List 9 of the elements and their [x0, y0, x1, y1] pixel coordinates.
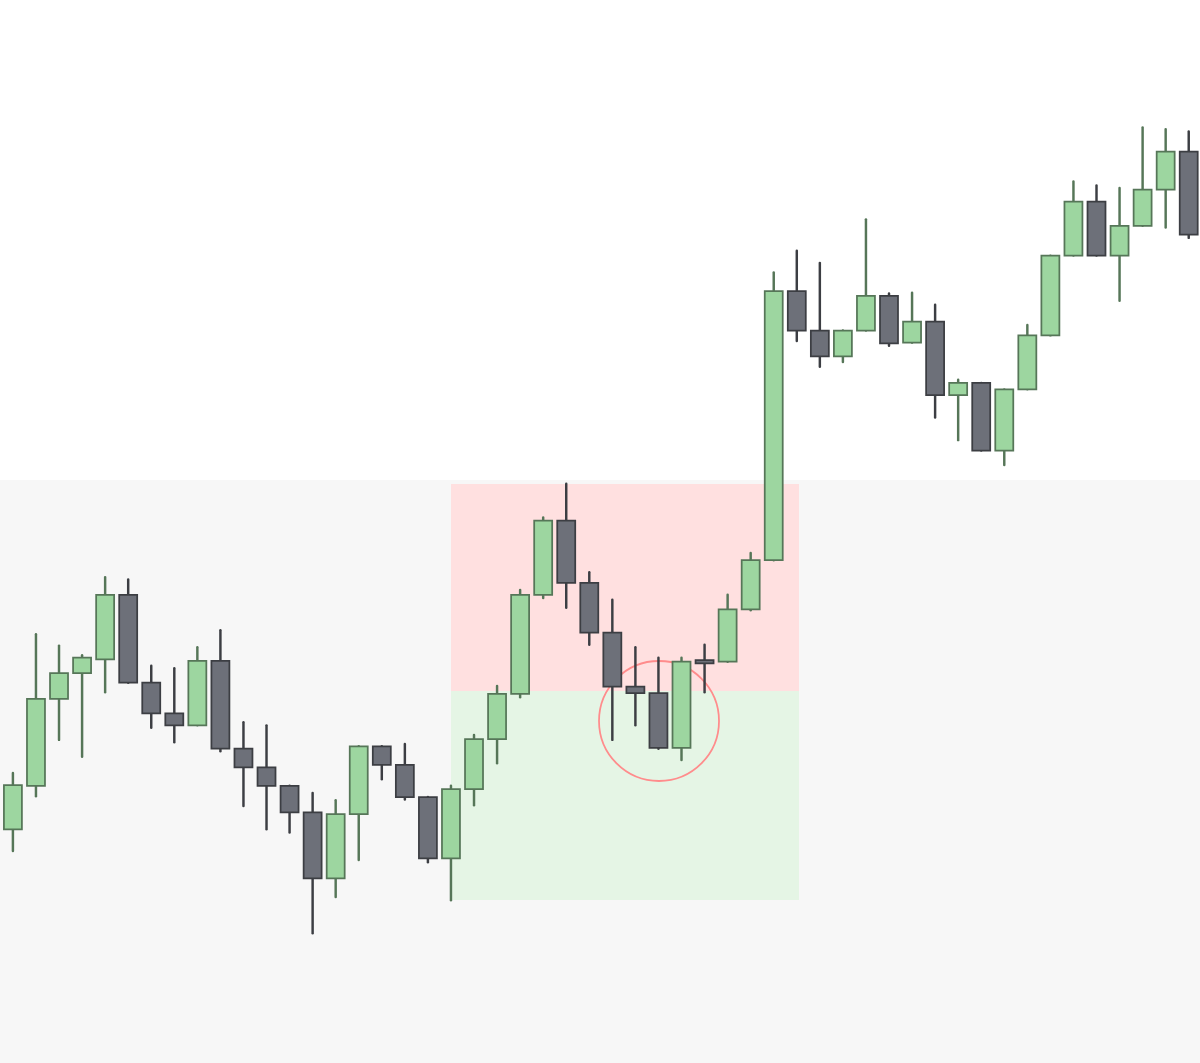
candlestick [902, 291, 922, 344]
candlestick [694, 643, 715, 694]
candlestick [164, 666, 185, 744]
candlestick [948, 378, 969, 442]
candlestick [625, 645, 646, 727]
candlestick [256, 724, 277, 831]
candlestick [72, 654, 92, 759]
candlestick [371, 745, 392, 781]
candlestick [233, 720, 254, 808]
